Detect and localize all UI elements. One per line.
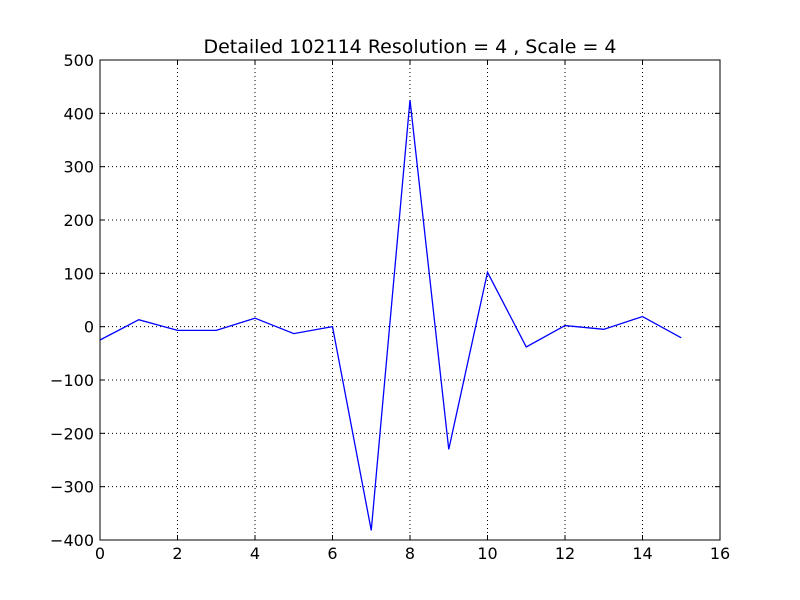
series-line bbox=[99, 99, 682, 531]
axis-ticks bbox=[99, 59, 721, 541]
y-tick-label: 200 bbox=[63, 211, 94, 230]
series-lines bbox=[99, 99, 682, 531]
y-tick-label: 400 bbox=[63, 104, 94, 123]
y-tick-label: 0 bbox=[84, 318, 94, 337]
chart-title: Detailed 102114 Resolution = 4 , Scale =… bbox=[203, 36, 616, 58]
y-tick-label: 500 bbox=[63, 51, 94, 70]
x-tick-label: 4 bbox=[250, 544, 260, 563]
tick-labels: 0 2 4 6 8 10 12 14 16 −400 −300 −200 −100 0 100 200 300 4… bbox=[50, 51, 730, 563]
y-tick-label: −100 bbox=[50, 371, 94, 390]
y-tick-label: −300 bbox=[50, 478, 94, 497]
x-tick-label: 0 bbox=[95, 544, 105, 563]
x-tick-label: 6 bbox=[327, 544, 337, 563]
x-tick-label: 14 bbox=[632, 544, 652, 563]
y-tick-label: −400 bbox=[50, 531, 94, 550]
x-tick-label: 2 bbox=[172, 544, 182, 563]
x-tick-label: 12 bbox=[555, 544, 575, 563]
grid-lines bbox=[100, 60, 720, 540]
x-tick-label: 10 bbox=[477, 544, 497, 563]
y-tick-label: −200 bbox=[50, 424, 94, 443]
x-tick-label: 8 bbox=[405, 544, 415, 563]
y-tick-label: 100 bbox=[63, 264, 94, 283]
y-tick-label: 300 bbox=[63, 158, 94, 177]
x-tick-label: 16 bbox=[710, 544, 730, 563]
